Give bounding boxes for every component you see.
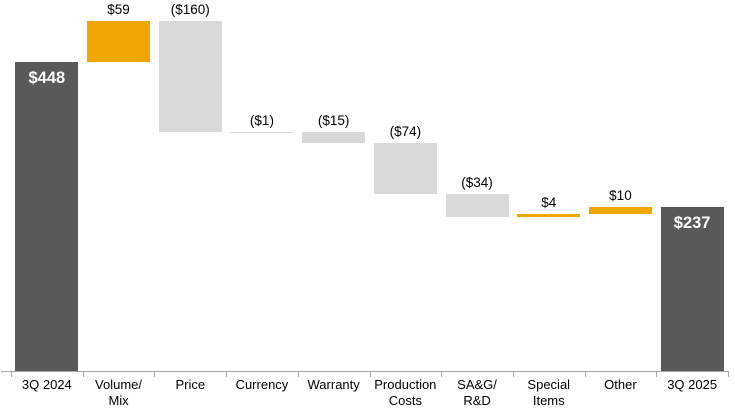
x-axis-label-sa-g-r-d: SA&G/ R&D xyxy=(457,377,497,409)
bar-value-label-3q-2024: $448 xyxy=(28,68,66,87)
x-axis-label-warranty: Warranty xyxy=(307,377,360,392)
bar-sa-g-r-d xyxy=(445,193,509,218)
bar-value-label-volume-mix: $59 xyxy=(107,2,130,18)
x-axis-line xyxy=(1,371,729,372)
bar-value-label-currency: ($1) xyxy=(249,112,274,128)
bar-3q-2025 xyxy=(660,207,724,371)
bar-value-label-warranty: ($15) xyxy=(317,113,350,129)
bar-value-label-other: $10 xyxy=(609,188,632,204)
x-axis-label-other: Other xyxy=(604,377,637,392)
x-axis-tick xyxy=(82,371,84,377)
x-axis-label-production-costs: Production Costs xyxy=(374,377,437,409)
x-axis-tick xyxy=(154,371,156,377)
bar-production-costs xyxy=(373,142,437,194)
bar-volume-mix xyxy=(87,21,151,62)
bar-value-label-3q-2025: $237 xyxy=(673,214,711,233)
bar-special-items xyxy=(517,214,581,218)
x-axis-tick xyxy=(656,371,658,377)
x-axis-label-price: Price xyxy=(175,377,206,392)
x-axis-tick xyxy=(11,371,12,377)
x-axis-tick xyxy=(584,371,586,377)
bar-value-label-sa-g-r-d: ($34) xyxy=(461,174,493,190)
x-axis-tick xyxy=(512,371,514,377)
x-axis-label-3q-2025: 3Q 2025 xyxy=(667,377,718,392)
bar-currency xyxy=(230,131,294,133)
x-axis-label-currency: Currency xyxy=(235,377,289,392)
x-axis-tick xyxy=(441,371,443,377)
bar-other xyxy=(588,207,652,215)
bar-3q-2024 xyxy=(15,61,79,371)
x-axis-label-volume-mix: Volume/ Mix xyxy=(95,377,143,409)
bar-price xyxy=(158,21,222,132)
x-axis-tick xyxy=(369,371,371,377)
bar-warranty xyxy=(302,132,366,143)
bar-value-label-production-costs: ($74) xyxy=(389,123,422,139)
bar-value-label-price: ($160) xyxy=(170,2,210,18)
bar-value-label-special-items: $4 xyxy=(541,195,557,211)
x-axis-tick xyxy=(226,371,228,377)
x-axis-tick xyxy=(297,371,299,377)
x-axis-label-special-items: Special Items xyxy=(527,377,571,409)
x-axis-label-3q-2024: 3Q 2024 xyxy=(21,377,72,392)
x-axis-tick xyxy=(728,371,729,377)
